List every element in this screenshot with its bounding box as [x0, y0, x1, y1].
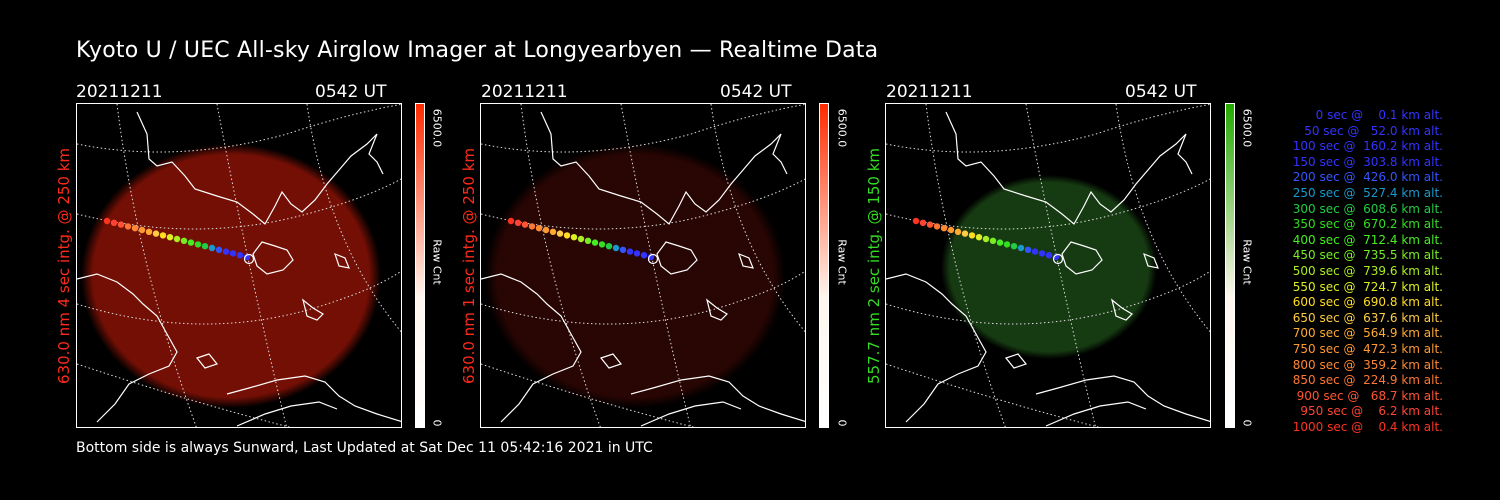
legend-row: 700 sec @ 564.9 km alt. — [1288, 326, 1443, 341]
footer-status: Bottom side is always Sunward, Last Upda… — [76, 440, 653, 456]
legend-row: 800 sec @ 359.2 km alt. — [1288, 357, 1443, 372]
airglow-field — [941, 175, 1157, 359]
allsky-map-svg — [886, 104, 1210, 427]
panel-side-label: 557.7 nm 2 sec intg. @ 150 km — [865, 147, 883, 385]
legend-row: 250 sec @ 527.4 km alt. — [1288, 185, 1443, 200]
panel-side-label: 630.0 nm 4 sec intg. @ 250 km — [55, 147, 73, 385]
panel-side-label: 630.0 nm 1 sec intg. @ 250 km — [460, 147, 478, 385]
colorbar — [415, 103, 425, 428]
colorbar — [1225, 103, 1235, 428]
panel-date: 20211211 — [481, 82, 568, 102]
legend-row: 100 sec @ 160.2 km alt. — [1288, 139, 1443, 154]
legend-row: 50 sec @ 52.0 km alt. — [1296, 123, 1443, 138]
legend-row: 150 sec @ 303.8 km alt. — [1288, 154, 1443, 169]
legend-row: 1000 sec @ 0.4 km alt. — [1292, 419, 1443, 434]
legend-row: 900 sec @ 68.7 km alt. — [1292, 388, 1443, 403]
legend-row: 750 sec @ 472.3 km alt. — [1288, 341, 1443, 356]
legend-row: 650 sec @ 637.6 km alt. — [1288, 310, 1443, 325]
allsky-image-630nm-4s — [76, 103, 402, 428]
colorbar-min-label: 0 — [430, 419, 444, 427]
legend-row: 350 sec @ 670.2 km alt. — [1288, 217, 1443, 232]
legend-row: 0 sec @ 0.1 km alt. — [1304, 108, 1443, 122]
page-title: Kyoto U / UEC All-sky Airglow Imager at … — [76, 38, 879, 63]
legend-row: 600 sec @ 690.8 km alt. — [1288, 295, 1443, 310]
legend-row: 400 sec @ 712.4 km alt. — [1288, 232, 1443, 247]
panel-date: 20211211 — [76, 82, 163, 102]
altitude-legend: 0 sec @ 0.1 km alt. 50 sec @ 52.0 km alt… — [1243, 108, 1443, 435]
legend-row: 550 sec @ 724.7 km alt. — [1288, 279, 1443, 294]
legend-row: 450 sec @ 735.5 km alt. — [1288, 248, 1443, 263]
panel-date: 20211211 — [886, 82, 973, 102]
legend-row: 950 sec @ 6.2 km alt. — [1296, 404, 1443, 419]
allsky-map-svg — [481, 104, 805, 427]
colorbar-max-label: 6500.0 — [835, 108, 849, 148]
airglow-field — [485, 144, 785, 408]
panel-time: 0542 UT — [315, 82, 387, 102]
airglow-field — [81, 144, 381, 408]
colorbar-min-label: 0 — [835, 419, 849, 427]
allsky-image-630nm-1s — [480, 103, 806, 428]
colorbar-unit-label: Raw Cnt — [835, 239, 849, 285]
allsky-image-557nm-2s — [885, 103, 1211, 428]
colorbar — [819, 103, 829, 428]
legend-row: 200 sec @ 426.0 km alt. — [1288, 170, 1443, 185]
panel-time: 0542 UT — [1125, 82, 1197, 102]
legend-row: 500 sec @ 739.6 km alt. — [1288, 263, 1443, 278]
legend-row: 850 sec @ 224.9 km alt. — [1288, 373, 1443, 388]
allsky-map-svg — [77, 104, 401, 427]
colorbar-max-label: 6500.0 — [430, 108, 444, 148]
panel-time: 0542 UT — [720, 82, 792, 102]
legend-row: 300 sec @ 608.6 km alt. — [1288, 201, 1443, 216]
colorbar-unit-label: Raw Cnt — [430, 239, 444, 285]
